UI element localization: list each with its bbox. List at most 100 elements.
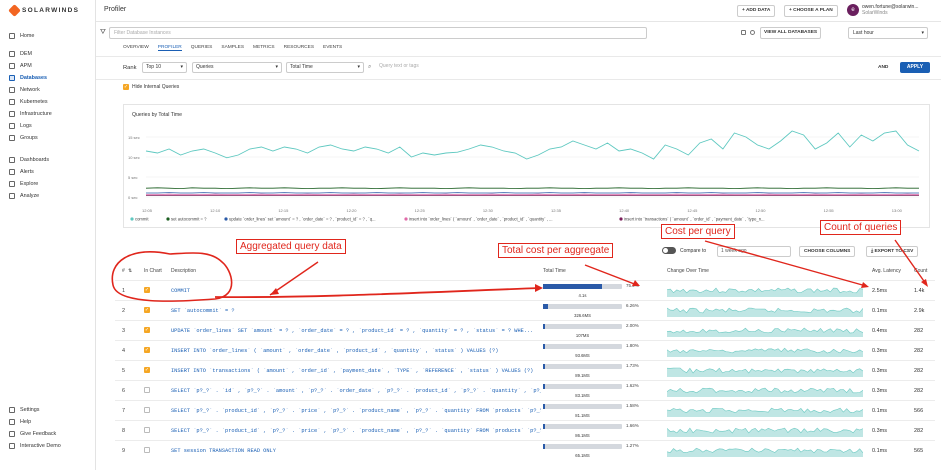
table-row[interactable]: 6 SELECT `p?_?` . `id` , `p?_?` . `amount… [115, 380, 935, 400]
time-range-select[interactable]: Last hour ▾ [848, 27, 928, 39]
sidebar-item-dem[interactable]: DEM [9, 49, 32, 59]
legend-label[interactable]: insert into `order_lines` ( `amount` , `… [409, 217, 553, 222]
tab-metrics[interactable]: METRICS [253, 45, 275, 50]
query-description[interactable]: SELECT `p?_?` . `product_id` , `p?_?` . … [171, 408, 541, 414]
search-icon: ⌕ [368, 64, 372, 70]
sidebar-item-label: Groups [20, 135, 38, 141]
in-chart-checkbox[interactable]: ✓ [144, 367, 150, 373]
in-chart-checkbox[interactable]: ✓ [144, 287, 150, 293]
tab-events[interactable]: EVENTS [323, 45, 343, 50]
table-row[interactable]: 7 SELECT `p?_?` . `product_id` , `p?_?` .… [115, 400, 935, 420]
header-description[interactable]: Description [171, 268, 197, 274]
in-chart-checkbox[interactable] [144, 407, 150, 415]
export-csv-label: EXPORT TO CSV [874, 249, 914, 254]
sidebar-item-alerts[interactable]: Alerts [9, 167, 34, 177]
in-chart-checkbox[interactable] [144, 387, 150, 395]
legend-label[interactable]: insert into `transactions` ( `amount` , … [624, 217, 765, 222]
sidebar-item-infrastructure[interactable]: Infrastructure [9, 109, 52, 119]
sidebar-footer-settings[interactable]: Settings [9, 405, 39, 415]
header-total-time[interactable]: Total Time [543, 268, 566, 274]
header-avg-latency[interactable]: Avg. Latency [872, 268, 901, 274]
total-time-value: 65.1MS [575, 453, 590, 458]
query-description[interactable]: UPDATE `order_lines` SET `amount` = ? , … [171, 328, 534, 334]
sidebar-item-analyze[interactable]: Analyze [9, 191, 39, 201]
add-data-button[interactable]: + ADD DATA [737, 5, 776, 17]
in-chart-checkbox[interactable]: ✓ [144, 307, 150, 313]
in-chart-checkbox[interactable]: ✓ [144, 327, 150, 333]
tab-resources[interactable]: RESOURCES [283, 45, 315, 50]
query-description[interactable]: INSERT INTO `transactions` ( `amount` , … [171, 368, 534, 374]
legend-label[interactable]: set autocommit = ? [171, 217, 207, 222]
choose-columns-button[interactable]: CHOOSE COLUMNS [799, 246, 856, 257]
sidebar-item-network[interactable]: Network [9, 85, 40, 95]
table-row[interactable]: 9 SET session TRANSACTION READ ONLY 1.27% 6… [115, 440, 935, 460]
sidebar-footer-give-feedback[interactable]: Give Feedback [9, 429, 56, 439]
tab-samples[interactable]: SAMPLES [221, 45, 245, 50]
view-all-databases-button[interactable]: VIEW ALL DATABASES [760, 27, 822, 39]
query-description[interactable]: SET `autocommit` = ? [171, 308, 235, 314]
grid-view-icon[interactable] [741, 30, 746, 35]
query-count: 282 [914, 368, 924, 374]
sidebar-footer-interactive-demo[interactable]: Interactive Demo [9, 441, 61, 451]
total-time-bar-fill [543, 404, 545, 409]
sort-metric-select[interactable]: Total Time ▾ [286, 62, 364, 73]
history-icon[interactable] [750, 30, 755, 35]
compare-toggle[interactable]: Compare to [662, 247, 706, 254]
sidebar-footer-help[interactable]: Help [9, 417, 31, 427]
checkbox-checked-icon: ✓ [123, 84, 129, 90]
table-row[interactable]: 2 ✓ SET `autocommit` = ? 6.26% 326.6MS 0.1ms 2… [115, 300, 935, 320]
sidebar-item-home[interactable]: Home [9, 31, 34, 41]
query-description[interactable]: COMMIT [171, 288, 191, 294]
table-row[interactable]: 3 ✓ UPDATE `order_lines` SET `amount` = ? … [115, 320, 935, 340]
sidebar-item-kubernetes[interactable]: Kubernetes [9, 97, 48, 107]
apply-button[interactable]: APPLY [900, 62, 930, 73]
query-description[interactable]: SET session TRANSACTION READ ONLY [171, 448, 276, 454]
row-number: 1 [122, 288, 126, 294]
table-row[interactable]: 8 SELECT `p?_?` . `product_id` , `p?_?` .… [115, 420, 935, 440]
tab-profiler[interactable]: PROFILER [157, 45, 182, 51]
database-filter-input[interactable]: Filter Database Instances [109, 27, 647, 39]
avg-latency: 0.4ms [872, 328, 887, 334]
query-count: 566 [914, 408, 924, 414]
export-csv-button[interactable]: ⤓ EXPORT TO CSV [866, 246, 919, 257]
table-row[interactable]: 1 ✓ COMMIT 75.2% 4.1s 2.5ms 1.4k [115, 280, 935, 300]
y-tick-label: 15 sec [128, 135, 140, 140]
filter-icon[interactable]: ⛛ [100, 29, 106, 36]
sidebar-item-logs[interactable]: Logs [9, 121, 32, 131]
sidebar-item-explore[interactable]: Explore [9, 179, 38, 189]
user-menu[interactable]: owen.fortune@solarwin... SolarWinds [862, 4, 934, 16]
avatar[interactable]: e [847, 4, 859, 16]
change-over-time-sparkline [667, 347, 863, 357]
table-row[interactable]: 4 ✓ INSERT INTO `order_lines` ( `amount` ,… [115, 340, 935, 360]
top-n-select[interactable]: Top 10 ▾ [142, 62, 187, 73]
legend-label[interactable]: commit [135, 217, 149, 222]
annotation-count-of-queries: Count of queries [820, 220, 902, 235]
choose-plan-button[interactable]: + CHOOSE A PLAN [784, 5, 838, 17]
in-chart-checkbox[interactable] [144, 447, 150, 455]
legend-label[interactable]: update `order_lines` set `amount` = ? , … [229, 217, 376, 222]
query-description[interactable]: SELECT `p?_?` . `id` , `p?_?` . `amount`… [171, 388, 541, 394]
query-description[interactable]: INSERT INTO `order_lines` ( `amount` , `… [171, 348, 499, 354]
sidebar-item-dashboards[interactable]: Dashboards [9, 155, 49, 165]
sidebar-item-apm[interactable]: APM [9, 61, 32, 71]
compare-period-select[interactable]: 1 week ago [717, 246, 791, 257]
hide-internal-queries-checkbox[interactable]: ✓ Hide Internal Queries [123, 84, 179, 90]
rank-type-select[interactable]: Queries ▾ [192, 62, 282, 73]
y-tick-label: 10 sec [128, 155, 140, 160]
total-time-bar [543, 424, 622, 429]
sparkline-line [667, 387, 863, 394]
sidebar-item-groups[interactable]: Groups [9, 133, 38, 143]
in-chart-checkbox[interactable]: ✓ [144, 347, 150, 353]
solarwinds-logo[interactable]: SOLARWINDS [8, 4, 79, 17]
table-row[interactable]: 5 ✓ INSERT INTO `transactions` ( `amount` … [115, 360, 935, 380]
tab-overview[interactable]: OVERVIEW [123, 45, 149, 50]
sort-icon[interactable]: ⇅ [128, 268, 133, 274]
and-operator[interactable]: AND [878, 65, 889, 70]
sidebar-item-databases[interactable]: Databases [9, 73, 47, 83]
header-count[interactable]: Count [914, 268, 928, 274]
query-search-input[interactable]: Query text or tags [377, 62, 877, 73]
query-description[interactable]: SELECT `p?_?` . `product_id` , `p?_?` . … [171, 428, 541, 434]
sparkline-area [667, 368, 863, 377]
tab-queries[interactable]: QUERIES [190, 45, 213, 50]
in-chart-checkbox[interactable] [144, 427, 150, 435]
